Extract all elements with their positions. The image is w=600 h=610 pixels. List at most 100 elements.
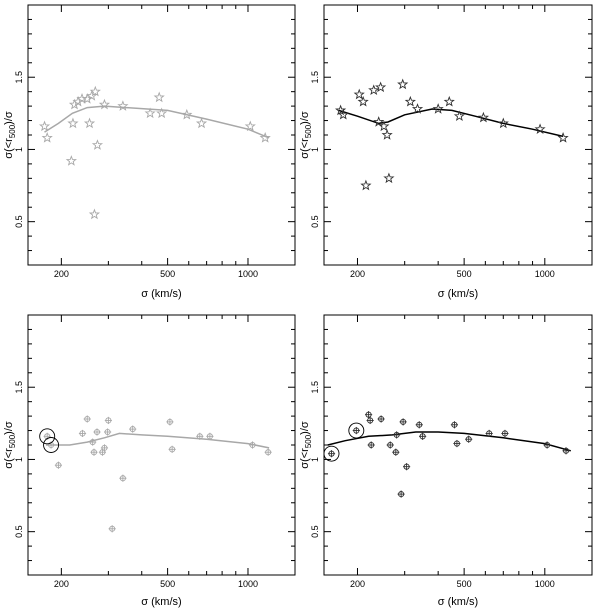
trend-curve (338, 108, 564, 138)
data-point (378, 120, 390, 132)
data-point (65, 155, 77, 166)
data-point (248, 441, 257, 449)
data-point (534, 123, 546, 134)
data-point (104, 416, 112, 425)
data-point (156, 107, 168, 119)
data-point (477, 111, 489, 123)
y-tick-label: 1.5 (14, 381, 24, 394)
y-tick-label: 1 (310, 457, 320, 462)
data-point (453, 439, 461, 448)
data-point (83, 117, 96, 129)
data-point (402, 463, 411, 471)
data-point (153, 91, 165, 103)
data-point (166, 418, 174, 426)
data-point (352, 426, 360, 435)
x-axis-label: σ (km/s) (438, 596, 478, 608)
data-point (377, 415, 385, 423)
data-point (562, 447, 570, 455)
data-point (465, 435, 473, 443)
y-tick-label: 0.5 (14, 525, 24, 538)
y-tick-label: 1.5 (14, 71, 24, 84)
data-point (557, 132, 569, 143)
x-tick-label: 200 (54, 579, 69, 589)
x-tick-label: 500 (457, 579, 472, 589)
data-point (91, 139, 104, 150)
data-point (86, 90, 98, 101)
x-tick-label: 1000 (535, 579, 555, 589)
data-point (337, 108, 349, 120)
data-point (119, 474, 127, 482)
y-axis-label: σ(<r500)/σ (3, 421, 17, 469)
data-point (54, 461, 63, 469)
x-tick-label: 1000 (238, 579, 258, 589)
data-point (327, 450, 336, 458)
data-point (195, 117, 208, 129)
data-point (100, 444, 109, 452)
data-point (117, 100, 129, 111)
y-tick-label: 1 (14, 457, 24, 462)
y-tick-label: 1 (14, 147, 24, 152)
data-point (83, 415, 91, 423)
data-point (259, 132, 271, 143)
data-point (453, 110, 465, 121)
data-point (264, 448, 272, 456)
panel-bottom-right: 200 500 1000 0.5 1 1.5 σ (km/s) σ(<r500)/σ (299, 314, 593, 608)
data-point (364, 411, 373, 419)
y-axis-label: σ(<r500)/σ (299, 111, 313, 159)
data-point (89, 438, 97, 446)
y-axis-label: σ(<r500)/σ (299, 421, 313, 469)
data-point (88, 208, 101, 220)
data-point (357, 95, 369, 107)
x-tick-label: 500 (457, 269, 472, 279)
highlight-circle (39, 428, 56, 445)
data-point (103, 428, 112, 436)
y-tick-label: 0.5 (310, 215, 320, 228)
data-point (181, 108, 193, 120)
data-point (206, 432, 214, 440)
data-point (168, 445, 176, 453)
y-tick-label: 1.5 (310, 71, 320, 84)
data-point (543, 441, 551, 449)
data-point (375, 81, 387, 93)
data-point (68, 98, 81, 110)
x-tick-label: 200 (350, 579, 365, 589)
data-point (501, 429, 509, 438)
panel-bottom-left: 200 500 1000 0.5 1 1.5 σ (km/s) σ(<r500)/σ (3, 314, 296, 608)
x-axis-label: σ (km/s) (141, 596, 181, 608)
data-point (386, 441, 394, 449)
data-point (392, 448, 400, 456)
data-point (41, 132, 53, 143)
y-tick-label: 1.5 (310, 381, 320, 394)
plot-frame (27, 4, 296, 266)
data-point (397, 78, 409, 90)
data-point (366, 416, 374, 425)
x-tick-label: 500 (160, 579, 175, 589)
data-point (244, 120, 256, 132)
data-point (381, 129, 393, 140)
y-axis-label: σ(<r500)/σ (3, 111, 17, 159)
data-point (67, 117, 79, 129)
data-point (353, 88, 365, 100)
data-point (399, 418, 407, 426)
data-point (383, 172, 395, 184)
data-point (81, 93, 93, 104)
x-tick-label: 1000 (535, 269, 555, 279)
y-tick-label: 0.5 (310, 525, 320, 538)
data-point (38, 120, 51, 132)
data-point (432, 103, 444, 114)
data-point (72, 95, 84, 107)
x-tick-label: 1000 (238, 269, 258, 279)
data-point (196, 432, 204, 440)
trend-curve (327, 431, 572, 452)
data-point (367, 441, 375, 449)
y-tick-label: 0.5 (14, 215, 24, 228)
trend-curve (44, 105, 270, 139)
x-axis-label: σ (km/s) (141, 288, 181, 300)
data-point (373, 116, 385, 127)
highlight-circle (348, 422, 365, 439)
data-point (443, 95, 455, 107)
y-tick-label: 1 (310, 147, 320, 152)
panel-top-right: 200 500 1000 0.5 1 1.5 σ (km/s) σ(<r500)/σ (299, 4, 593, 300)
data-point (129, 425, 137, 433)
